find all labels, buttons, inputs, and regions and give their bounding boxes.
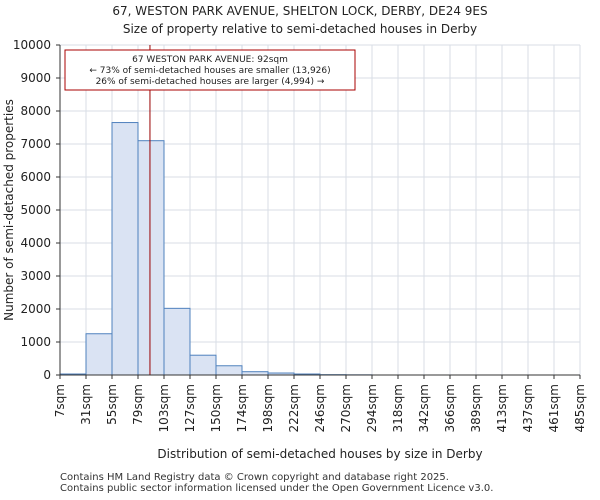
x-tick-label: 389sqm [469, 384, 483, 432]
chart-title: 67, WESTON PARK AVENUE, SHELTON LOCK, DE… [112, 4, 487, 18]
x-tick-label: 437sqm [521, 384, 535, 432]
x-tick-label: 318sqm [391, 384, 405, 432]
y-tick-label: 10000 [13, 38, 51, 52]
annotation-line-1: 67 WESTON PARK AVENUE: 92sqm [132, 55, 288, 65]
bar [215, 365, 243, 376]
x-tick-label: 222sqm [287, 384, 301, 432]
y-tick-label: 6000 [20, 170, 51, 184]
annotation-line-2: ← 73% of semi-detached houses are smalle… [89, 66, 330, 76]
x-tick-label: 55sqm [105, 384, 119, 425]
x-axis-label: Distribution of semi-detached houses by … [157, 447, 482, 461]
bars-group [59, 122, 373, 376]
x-tick-label: 294sqm [365, 384, 379, 432]
x-tick-label: 342sqm [417, 384, 431, 432]
x-tick-label: 174sqm [235, 384, 249, 432]
bar [85, 333, 113, 376]
footer-line-2: Contains public sector information licen… [60, 483, 494, 494]
y-tick-labels: 0 1000 2000 3000 4000 5000 6000 7000 8000 9000 100… [13, 38, 60, 382]
y-tick-label: 0 [43, 368, 51, 382]
bar [189, 354, 217, 376]
y-tick-label: 2000 [20, 302, 51, 316]
histogram-chart: 67, WESTON PARK AVENUE, SHELTON LOCK, DE… [2, 4, 587, 461]
bar [137, 140, 165, 376]
footer-credits: Contains HM Land Registry data © Crown c… [60, 472, 493, 494]
x-tick-label: 7sqm [53, 384, 67, 417]
y-tick-label: 1000 [20, 335, 51, 349]
y-tick-label: 5000 [20, 203, 51, 217]
annotation-frame [64, 49, 356, 91]
x-tick-labels: 7sqm 31sqm 55sqm 79sqm 103sqm 127sqm 150sqm 174… [53, 375, 587, 432]
x-tick-label: 413sqm [495, 384, 509, 432]
annotation-box: 67 WESTON PARK AVENUE: 92sqm ← 73% of se… [64, 49, 356, 91]
y-tick-label: 4000 [20, 236, 51, 250]
y-axis-label: Number of semi-detached properties [2, 99, 16, 321]
y-tick-label: 7000 [20, 137, 51, 151]
x-tick-label: 103sqm [157, 384, 171, 432]
x-tick-label: 485sqm [573, 384, 587, 432]
x-tick-label: 461sqm [547, 384, 561, 432]
x-tick-label: 150sqm [209, 384, 223, 432]
x-tick-label: 31sqm [79, 384, 93, 425]
x-tick-label: 198sqm [261, 384, 275, 432]
annotation-line-3: 26% of semi-detached houses are larger (… [96, 77, 325, 87]
chart-subtitle: Size of property relative to semi-detach… [123, 22, 477, 36]
x-tick-label: 366sqm [443, 384, 457, 432]
bar [163, 307, 191, 376]
x-tick-label: 79sqm [131, 384, 145, 425]
footer-line-1: Contains HM Land Registry data © Crown c… [60, 472, 449, 483]
x-tick-label: 246sqm [313, 384, 327, 432]
y-tick-label: 8000 [20, 104, 51, 118]
bar [111, 122, 139, 376]
y-tick-label: 9000 [20, 71, 51, 85]
x-tick-label: 270sqm [339, 384, 353, 432]
y-tick-label: 3000 [20, 269, 51, 283]
x-tick-label: 127sqm [183, 384, 197, 432]
